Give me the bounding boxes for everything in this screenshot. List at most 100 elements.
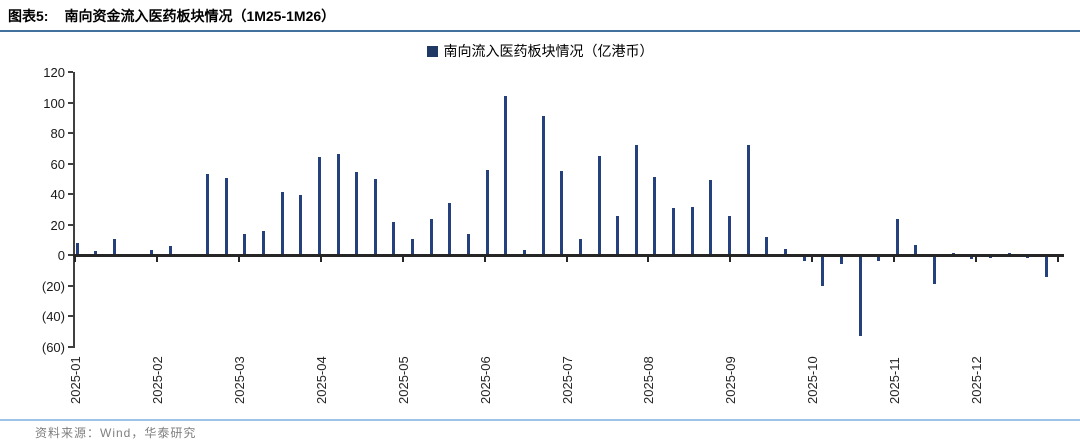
bar: [541, 116, 545, 256]
bar: [411, 238, 415, 256]
bar: [336, 153, 340, 256]
bar: [672, 207, 676, 256]
bar: [504, 96, 508, 256]
bar: [355, 172, 359, 256]
bar: [616, 216, 620, 256]
footer-divider: [0, 419, 1080, 421]
bar: [94, 250, 98, 256]
y-axis-tick: [68, 71, 73, 73]
x-axis-tick: [647, 257, 650, 263]
y-axis-tick: [68, 254, 73, 257]
title-divider: [0, 30, 1080, 32]
legend-label: 南向流入医药板块情况（亿港币）: [443, 43, 654, 59]
bar: [467, 233, 471, 256]
bar: [75, 243, 79, 256]
x-axis-tick: [319, 257, 322, 263]
x-axis-tick: [483, 257, 486, 263]
bar: [522, 249, 526, 256]
x-axis-tick: [729, 257, 732, 263]
x-tick-label: 2025-01: [68, 356, 83, 404]
bar: [746, 144, 750, 256]
x-axis-tick: [74, 257, 76, 263]
x-axis-tick: [975, 257, 978, 263]
chart-legend: 南向流入医药板块情况（亿港币）: [0, 41, 1080, 61]
y-axis-line: [73, 72, 75, 348]
page-title: 南向资金流入医药板块情况（1M25-1M26）: [64, 8, 336, 24]
x-axis-tick: [237, 257, 240, 263]
bar: [821, 255, 825, 286]
bar: [914, 244, 918, 256]
bar: [877, 255, 881, 261]
bar: [895, 219, 899, 256]
x-tick-label: 2025-03: [231, 356, 247, 404]
bar: [206, 173, 209, 256]
bar: [112, 238, 116, 256]
bar: [429, 219, 433, 256]
bar: [802, 255, 806, 262]
x-axis-line: [73, 254, 1064, 258]
bar: [839, 255, 843, 265]
x-axis-tick: [401, 257, 404, 263]
source-text: 资料来源：Wind，华泰研究: [35, 426, 197, 440]
bar: [448, 202, 452, 256]
bar: [951, 253, 955, 256]
x-tick-label: 2025-08: [641, 356, 657, 404]
x-tick-label: 2025-12: [969, 356, 985, 404]
x-axis-tick: [565, 257, 568, 263]
y-tick-label: (20): [41, 278, 65, 294]
bar: [150, 249, 154, 256]
bar: [578, 239, 582, 256]
x-tick-label: 2025-05: [395, 356, 411, 404]
bar: [373, 178, 377, 256]
bar: [1045, 255, 1048, 278]
chart-plot: 120 100 80 60 40 20 0 (20) (40) (60) 2025-01 2025-0…: [42, 65, 1064, 404]
x-tick-label: 2025-10: [805, 356, 821, 404]
bar: [560, 171, 564, 256]
y-axis-tick: [68, 346, 73, 348]
bar: [728, 216, 732, 256]
y-axis-tick: [68, 193, 73, 196]
y-axis-tick: [68, 223, 73, 226]
x-axis-tick: [811, 257, 814, 263]
x-tick-label: 2025-11: [887, 357, 903, 404]
y-axis-tick: [68, 315, 73, 318]
bar: [783, 249, 787, 256]
y-tick-label: 80: [50, 126, 65, 142]
y-tick-label: 100: [43, 95, 65, 111]
y-tick-label: (60): [41, 340, 65, 355]
bar: [280, 191, 284, 256]
y-tick-label: 0: [57, 248, 65, 264]
figure-header: 图表5: 南向资金流入医药板块情况（1M25-1M26）: [8, 6, 335, 26]
x-tick-label: 2025-02: [149, 356, 165, 404]
bar: [168, 246, 172, 256]
bar: [392, 222, 396, 256]
y-tick-label: 20: [50, 217, 65, 233]
bar: [261, 230, 265, 256]
bar: [858, 255, 862, 336]
x-tick-label: 2025-04: [313, 356, 329, 404]
bar: [485, 169, 489, 256]
figure-label: 图表5:: [8, 8, 49, 24]
x-tick-label: 2025-06: [477, 356, 493, 404]
x-tick-label: 2025-09: [723, 356, 739, 404]
y-tick-label: 120: [43, 65, 65, 80]
bar: [597, 156, 601, 256]
bar: [653, 177, 657, 256]
y-tick-label: 60: [50, 156, 65, 172]
bar: [224, 178, 228, 256]
bar: [933, 255, 937, 284]
y-axis-tick: [68, 284, 73, 287]
y-axis-tick: [68, 101, 73, 104]
x-axis-tick: [1057, 257, 1059, 263]
bar: [634, 144, 638, 256]
y-tick-label: 40: [50, 187, 65, 203]
bar: [317, 156, 321, 256]
x-tick-label: 2025-07: [559, 356, 575, 404]
bar: [765, 237, 769, 256]
x-axis-tick: [155, 257, 158, 263]
y-axis-tick: [68, 132, 73, 135]
legend-square-icon: [426, 45, 438, 57]
bar: [1007, 253, 1011, 256]
bar: [299, 194, 303, 256]
